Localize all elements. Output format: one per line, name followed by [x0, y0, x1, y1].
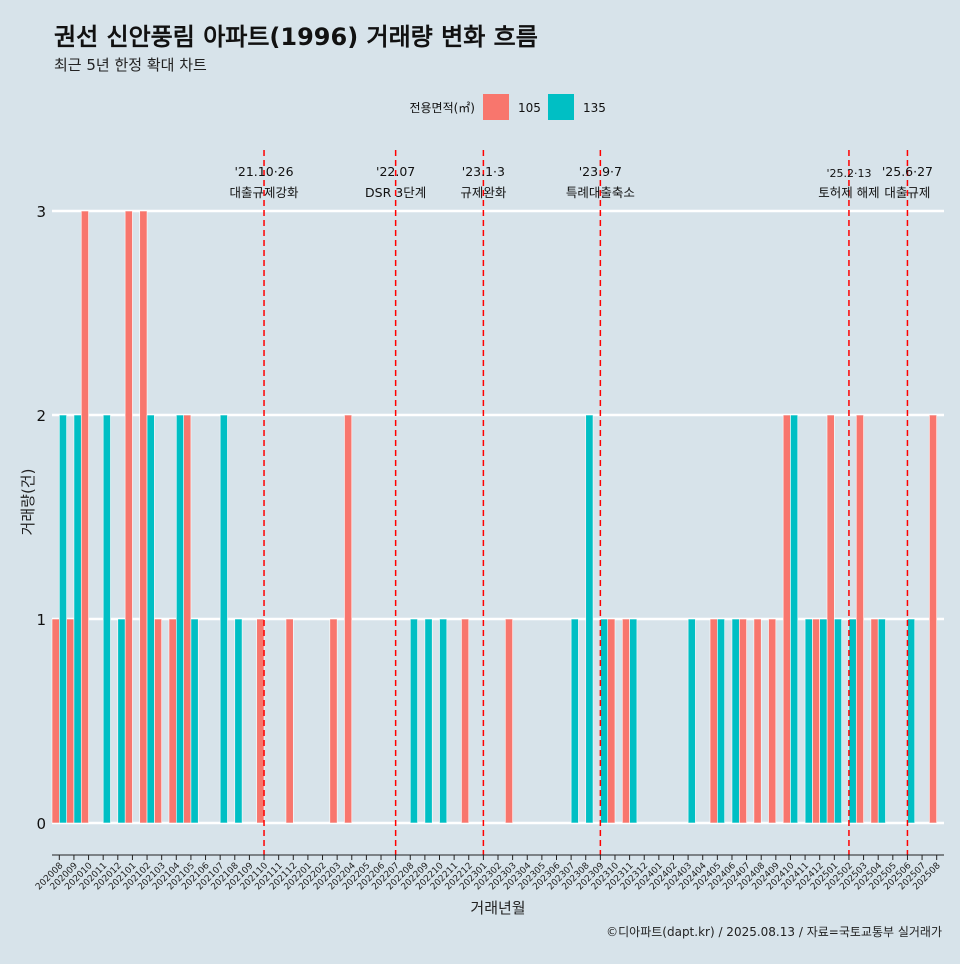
bar-105-202408 — [753, 618, 762, 824]
bar-135-202209 — [424, 618, 433, 824]
bar-135-202012 — [117, 618, 126, 824]
x-axis-label: 거래년월 — [470, 899, 525, 917]
bar-135-202411 — [804, 618, 813, 824]
bar-105-202110 — [256, 618, 265, 824]
event-name-label: DSR 3단계 — [365, 185, 426, 200]
bar-105-202105 — [183, 414, 192, 824]
bar-105-202303 — [505, 618, 513, 824]
bar-105-202112 — [285, 618, 294, 824]
event-name-label: 규제완화 — [460, 185, 507, 200]
bar-105-202407 — [738, 618, 747, 824]
bar-105-202101 — [124, 210, 133, 824]
bar-105-202410 — [782, 414, 791, 824]
bar-105-202405 — [709, 618, 718, 824]
bar-135-202308 — [585, 414, 594, 824]
bar-135-202309 — [600, 618, 608, 824]
events-layer: '21.10·26 대출규제강화 '22.07 DSR 3단계 '23.1·3 규제완화 '… — [230, 150, 933, 855]
event-date-label: '22.07 — [376, 164, 415, 179]
bar-135-202405 — [717, 618, 725, 824]
bar-135-202307 — [570, 618, 579, 824]
bar-105-202009 — [66, 618, 75, 824]
bar-135-202102 — [146, 414, 155, 824]
bar-135-202410 — [790, 414, 799, 824]
bar-135-202210 — [439, 618, 448, 824]
event-date-label: '25.6·27 — [882, 164, 933, 179]
y-tick-label: 0 — [36, 815, 46, 833]
chart-subtitle: 최근 5년 한정 확대 차트 — [54, 56, 207, 74]
bar-105-202409 — [768, 618, 777, 824]
bar-105-202102 — [139, 210, 148, 824]
bar-105-202310 — [607, 618, 616, 824]
bar-105-202503 — [855, 414, 864, 824]
bar-105-202104 — [168, 618, 177, 824]
event-name-label: 대출규제 — [884, 185, 930, 200]
bar-105-202311 — [621, 618, 630, 824]
bar-135-202011 — [102, 414, 111, 824]
bar-135-202107 — [219, 414, 228, 824]
event-date-label: '21.10·26 — [234, 164, 293, 179]
legend: 전용면적(㎡) 105 135 — [409, 94, 606, 120]
event-date-label: '23.9·7 — [579, 164, 622, 179]
bar-135-202406 — [731, 618, 740, 824]
bar-135-202208 — [409, 618, 418, 824]
bar-135-202105 — [190, 618, 199, 824]
legend-label-135: 135 — [583, 101, 606, 115]
bar-105-202203 — [329, 618, 338, 824]
event-date-label: '23.1·3 — [462, 164, 505, 179]
bar-105-202008 — [51, 618, 60, 824]
caption: ©디아파트(dapt.kr) / 2025.08.13 / 자료=국토교통부 실… — [606, 925, 942, 939]
y-tick-label: 3 — [36, 203, 46, 221]
bar-135-202008 — [59, 414, 67, 824]
bar-105-202204 — [344, 414, 353, 824]
event-name-label: 특례대출축소 — [566, 185, 635, 200]
bar-105-202103 — [154, 618, 162, 824]
y-axis-label: 거래량(건) — [19, 469, 37, 536]
bar-105-202212 — [461, 618, 470, 824]
bars-layer — [51, 210, 937, 824]
bar-135-202009 — [73, 414, 82, 824]
y-tick-label: 2 — [36, 407, 46, 425]
chart-title: 권선 신안풍림 아파트(1996) 거래량 변화 흐름 — [54, 23, 538, 51]
bar-135-202311 — [629, 618, 638, 824]
event-name-label: 토허제 해제 — [818, 185, 879, 200]
legend-swatch-105 — [483, 94, 509, 120]
bar-135-202108 — [234, 618, 243, 824]
bar-105-202501 — [826, 414, 835, 824]
bar-105-202412 — [812, 618, 821, 824]
bar-135-202504 — [877, 618, 886, 824]
bar-135-202501 — [834, 618, 842, 824]
bar-105-202508 — [929, 414, 937, 824]
bar-135-202104 — [175, 414, 184, 824]
y-tick-label: 1 — [36, 611, 46, 629]
bar-135-202502 — [848, 618, 857, 824]
legend-swatch-135 — [548, 94, 574, 120]
event-name-label: 대출규제강화 — [230, 185, 300, 200]
legend-title: 전용면적(㎡) — [409, 101, 475, 115]
legend-label-105: 105 — [518, 101, 541, 115]
bar-135-202506 — [907, 618, 916, 824]
event-date-label: '25.2·13 — [826, 167, 871, 180]
bar-135-202412 — [819, 618, 828, 824]
bar-105-202010 — [80, 210, 89, 824]
bar-135-202403 — [687, 618, 696, 824]
bar-105-202504 — [870, 618, 879, 824]
